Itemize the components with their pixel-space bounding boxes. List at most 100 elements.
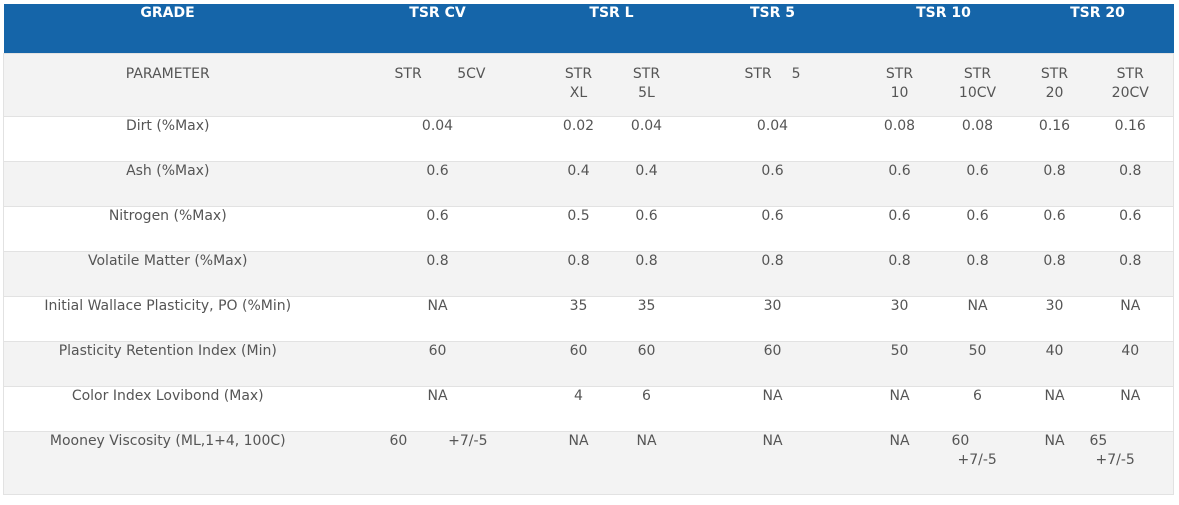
cell-tsr-cv: 0.6 <box>426 207 449 224</box>
cell-str-10: 30 <box>890 297 909 314</box>
subgrade-20: STR 20 <box>1022 53 1088 116</box>
cell-str-10: 0.8 <box>888 252 911 269</box>
subgrade-10-line2: 10 <box>890 84 909 101</box>
subgrade-20cv-line2: 20CV <box>1111 84 1149 101</box>
header-tsr-5: TSR 5 <box>749 5 796 21</box>
subgrade-10cv-line1: STR <box>963 65 992 82</box>
row-label: Nitrogen (%Max) <box>108 207 227 224</box>
cell-str-20cv: 0.8 <box>1119 162 1142 179</box>
cell-tsr-cv: 0.6 <box>426 162 449 179</box>
cell-str-10cv: 0.8 <box>966 252 989 269</box>
mooney-10cv-value: 60 <box>951 432 970 449</box>
subgrade-20-line2: 20 <box>1045 84 1064 101</box>
cell-str-5: NA <box>762 432 783 449</box>
parameter-label: PARAMETER <box>125 65 210 82</box>
cell-str-10cv: 0.6 <box>966 162 989 179</box>
mooney-cv-tolerance: +7/-5 <box>448 432 488 449</box>
cell-str-20: NA <box>1044 387 1065 404</box>
subgrade-10-line1: STR <box>885 65 914 82</box>
cell-tsr-cv: 60 <box>428 342 447 359</box>
header-tsr-10: TSR 10 <box>916 5 971 21</box>
cell-str-5l: 0.6 <box>635 207 658 224</box>
cell-str-5: 0.8 <box>761 252 784 269</box>
parameter-row: PARAMETER STR 5CV STR XL STR 5L STR 5 <box>3 53 1174 116</box>
cell-str-20: 0.8 <box>1043 252 1066 269</box>
cell-tsr-cv: 0.04 <box>421 117 454 134</box>
subgrade-10: STR 10 <box>866 53 934 116</box>
subgrade-20-line1: STR <box>1040 65 1069 82</box>
cell-str-5: 30 <box>763 297 782 314</box>
subgrade-10cv: STR 10CV <box>934 53 1022 116</box>
cell-str-20cv: 0.6 <box>1119 207 1142 224</box>
table-row: Initial Wallace Plasticity, PO (%Min) NA… <box>3 296 1174 341</box>
cell-str-5l: 0.8 <box>635 252 658 269</box>
cell-str-xl: 0.8 <box>567 252 590 269</box>
cell-str-xl: 0.5 <box>567 207 590 224</box>
cell-str-5: 0.6 <box>761 162 784 179</box>
cell-str-10cv: 60 +7/-5 <box>934 431 1022 494</box>
row-label: Initial Wallace Plasticity, PO (%Min) <box>44 297 292 314</box>
mooney-20cv-tolerance: +7/-5 <box>1095 451 1135 468</box>
cell-str-xl: NA <box>568 432 589 449</box>
cell-str-5l: NA <box>636 432 657 449</box>
mooney-10cv-tolerance: +7/-5 <box>957 451 997 468</box>
subgrade-20cv-line1: STR <box>1116 65 1144 82</box>
cell-tsr-cv: 0.8 <box>426 252 449 269</box>
cell-str-10cv: 0.6 <box>966 207 989 224</box>
cell-tsr-cv: NA <box>427 387 448 404</box>
cell-str-5l: 6 <box>642 387 651 404</box>
cell-str-5l: 0.04 <box>630 117 663 134</box>
cell-str-10cv: 50 <box>968 342 987 359</box>
subgrade-5l-line1: STR <box>632 65 661 82</box>
cell-str-20: 40 <box>1045 342 1064 359</box>
cell-str-5l: 35 <box>637 297 656 314</box>
cell-str-20cv: 40 <box>1121 342 1140 359</box>
cell-str-xl: 0.4 <box>567 162 590 179</box>
subgrade-xl-line1: STR <box>564 65 593 82</box>
cell-str-10cv: 0.08 <box>961 117 994 134</box>
cell-str-10: 0.08 <box>883 117 916 134</box>
cell-str-xl: 35 <box>569 297 588 314</box>
header-tsr-cv: TSR CV <box>409 5 466 21</box>
table-row: Color Index Lovibond (Max) NA 4 6 NA NA … <box>3 386 1174 431</box>
cell-str-5: 0.6 <box>761 207 784 224</box>
subgrade-xl: STR XL <box>544 53 614 116</box>
subgrade-xl-line2: XL <box>569 84 588 101</box>
cell-str-xl: 60 <box>569 342 588 359</box>
cell-str-20cv: NA <box>1120 297 1141 314</box>
mooney-cv-value: 60 <box>389 432 408 449</box>
cell-str-20: NA <box>1044 432 1065 449</box>
subgrade-cv: STR 5CV <box>332 53 544 116</box>
row-label: Volatile Matter (%Max) <box>88 252 248 269</box>
cell-str-5: 0.04 <box>756 117 789 134</box>
subgrade-10cv-line2: 10CV <box>958 84 997 101</box>
row-label: Dirt (%Max) <box>125 117 210 134</box>
subgrade-20cv: STR 20CV <box>1088 53 1174 116</box>
cell-str-10cv: 6 <box>973 387 982 404</box>
table-row: Ash (%Max) 0.6 0.4 0.4 0.6 0.6 0.6 0.8 0… <box>3 161 1174 206</box>
header-row: GRADE TSR CV TSR L TSR 5 TSR 10 TSR 20 <box>3 4 1174 53</box>
row-label: Ash (%Max) <box>126 162 210 179</box>
row-label: Plasticity Retention Index (Min) <box>58 342 277 359</box>
header-tsr-20: TSR 20 <box>1070 5 1125 21</box>
table-row: Volatile Matter (%Max) 0.8 0.8 0.8 0.8 0… <box>3 251 1174 296</box>
cell-str-10: NA <box>889 432 910 449</box>
cell-tsr-cv: NA <box>427 297 448 314</box>
cell-str-20cv: 65 +7/-5 <box>1088 431 1174 494</box>
cell-str-20cv: NA <box>1120 387 1141 404</box>
cell-str-5: NA <box>762 387 783 404</box>
cell-str-5l: 0.4 <box>635 162 658 179</box>
subgrade-5l: STR 5L <box>614 53 680 116</box>
cell-str-20: 0.8 <box>1043 162 1066 179</box>
mooney-row: Mooney Viscosity (ML,1+4, 100C) 60 +7/-5… <box>3 431 1174 494</box>
subgrade-5-b: 5 <box>791 65 801 82</box>
subgrade-5-a: STR <box>744 65 772 82</box>
subgrade-5: STR 5 <box>680 53 866 116</box>
cell-str-10: 0.6 <box>888 207 911 224</box>
cell-str-10: NA <box>889 387 910 404</box>
cell-str-10: 50 <box>890 342 909 359</box>
row-label: Color Index Lovibond (Max) <box>71 387 264 404</box>
cell-str-xl: 4 <box>574 387 583 404</box>
cell-str-20: 0.16 <box>1038 117 1071 134</box>
row-label: Mooney Viscosity (ML,1+4, 100C) <box>49 432 286 449</box>
